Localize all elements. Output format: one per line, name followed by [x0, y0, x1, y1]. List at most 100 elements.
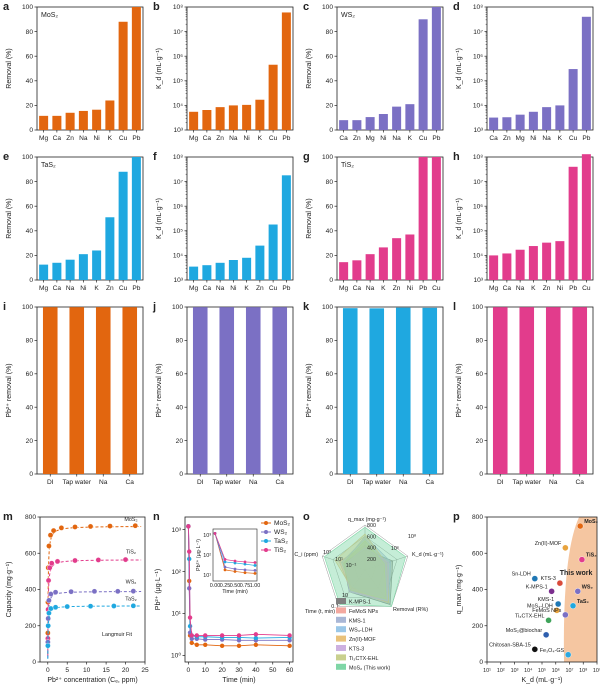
x-tick-label: K	[244, 285, 249, 292]
data-point	[253, 635, 259, 641]
bar-di	[492, 307, 508, 474]
point-label: TaS₂	[577, 599, 589, 605]
data-point	[576, 522, 584, 530]
x-tick-label: K	[558, 135, 563, 142]
point-label: K-MPS-1	[526, 584, 548, 590]
bar-na	[395, 307, 411, 474]
inset-data-point	[233, 567, 237, 571]
panel-l: l 0 20 40 60 80 100 DI Tap water Na Ca Pb²⁺ removal…	[453, 301, 594, 486]
y-tick-label: 100	[472, 304, 483, 311]
axis-frame	[186, 6, 294, 131]
bar-ni	[528, 111, 538, 130]
x-tick-label: K	[531, 285, 536, 292]
x-tick-label: K	[258, 135, 263, 142]
x-tick-label: K	[408, 135, 413, 142]
data-point	[87, 603, 94, 609]
bar-na	[515, 249, 525, 280]
bar-zn	[502, 117, 512, 130]
panel-j: j 0 20 40 60 80 100 DI Tap water Na Ca Pb²⁺ removal…	[152, 301, 294, 486]
bar-tap-water	[219, 307, 235, 474]
bar-cu	[268, 224, 278, 280]
inset-data-point	[223, 568, 227, 572]
point-label: Ti₃CTX-EHL	[515, 613, 545, 619]
x-tick-label: Na	[216, 285, 225, 292]
legend-marker	[264, 521, 268, 525]
legend-marker	[264, 530, 268, 534]
y-tick-label: 10⁸	[173, 154, 183, 161]
legend-label: Ti₃CTX-EHL	[349, 656, 379, 662]
x-tick-label: Ca	[276, 479, 285, 486]
y-axis-label: Pb²⁺ removal (%)	[456, 363, 463, 417]
inset-data-point	[233, 561, 237, 565]
bar-zn	[392, 238, 402, 280]
y-axis-label: Capacity (mg·g⁻¹)	[6, 562, 13, 618]
x-tick-label: Ni	[380, 135, 387, 142]
x-tick-label: Mg	[39, 135, 48, 142]
y-tick-label: 10⁷	[173, 29, 183, 36]
x-tick-label: DI	[497, 479, 504, 486]
radar-axis-label: q_max (mg·g⁻¹)	[348, 517, 386, 523]
x-tick-label: 0	[46, 667, 50, 674]
data-point	[531, 646, 539, 653]
inset-y-axis-label: Pb²⁺ (μg·L⁻¹)	[196, 539, 202, 571]
inset-data-point	[253, 564, 257, 567]
x-tick-label: Na	[249, 479, 258, 486]
legend-swatch	[336, 616, 346, 623]
x-tick-label: Pb	[132, 285, 140, 292]
x-tick-label: DI	[47, 479, 54, 486]
data-point	[45, 615, 51, 622]
data-point	[545, 617, 552, 624]
data-point	[554, 600, 562, 608]
x-tick-label: Ca	[203, 135, 212, 142]
inset-x-tick-label: 0.00	[210, 583, 221, 589]
inset-data-point	[243, 568, 247, 572]
legend-label: TaS₂	[274, 538, 288, 545]
x-tick-label: 40	[252, 667, 260, 674]
x-tick-label: Mg	[39, 285, 48, 292]
panel-letter: d	[453, 1, 460, 13]
legend-swatch	[336, 635, 346, 642]
data-point	[45, 622, 51, 629]
x-tick-label: Tap water	[62, 479, 91, 486]
data-point	[91, 588, 98, 595]
y-tick-label: 20	[326, 438, 334, 445]
data-point	[52, 589, 59, 596]
point-label: MoS₂@biochar	[506, 628, 543, 634]
radar-spoke	[364, 569, 392, 607]
x-tick-label: Cu	[569, 135, 578, 142]
data-point	[564, 651, 572, 658]
panel-c: c 0 20 40 60 80 100 Ca Zn Mg Ni Na K Cu Pb Removal (%) W…	[303, 1, 444, 142]
y-tick-label: 10⁴	[173, 103, 183, 110]
y-tick-label: 80	[476, 338, 484, 345]
y-tick-label: 10⁴	[173, 253, 183, 260]
bar-tap-water	[69, 307, 85, 474]
y-tick-label: 80	[26, 29, 34, 36]
y-tick-label: 10⁴	[473, 103, 483, 110]
x-tick-label: 10	[83, 667, 91, 674]
x-tick-label: 60	[286, 667, 294, 674]
panel-letter: n	[153, 511, 160, 523]
inset-data-point	[223, 560, 227, 564]
y-tick-label: 10⁴	[473, 253, 483, 260]
bar-ca	[122, 307, 138, 474]
x-tick-label: Tap water	[212, 479, 241, 486]
data-point	[130, 588, 137, 594]
x-tick-label: 10⁷	[566, 668, 574, 674]
legend-marker	[264, 548, 268, 552]
y-axis-label: K_d (mL·g⁻¹)	[156, 48, 163, 89]
langmuir-fit-curve	[47, 559, 142, 657]
axis-frame	[336, 306, 444, 475]
y-tick-label: 20	[326, 253, 334, 260]
panel-letter: g	[303, 151, 310, 163]
panel-letter: c	[303, 1, 309, 13]
x-tick-label: Ca	[53, 135, 62, 142]
data-point	[189, 636, 194, 642]
bar-ca	[52, 115, 62, 130]
data-point	[130, 603, 137, 609]
panel-letter: m	[3, 511, 13, 523]
x-tick-label: Ca	[339, 135, 348, 142]
data-point	[531, 575, 539, 582]
bar-ni	[378, 114, 388, 130]
data-point	[114, 588, 121, 595]
bar-pb	[581, 16, 591, 131]
